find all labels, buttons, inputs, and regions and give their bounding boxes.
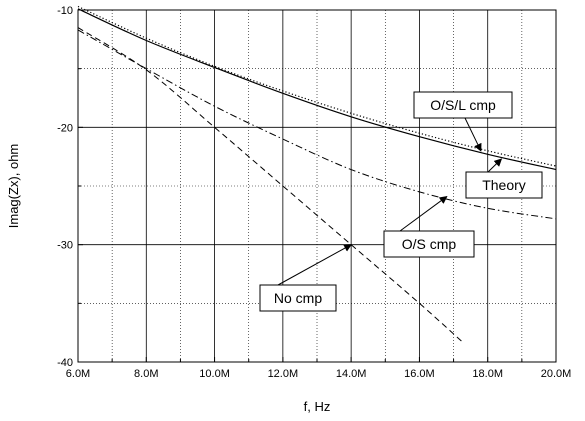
y-tick-label: -20 xyxy=(57,122,73,134)
annotation-box xyxy=(413,91,513,119)
annotation-o-s-cmp: O/S cmp xyxy=(383,195,475,258)
y-tick-label: -10 xyxy=(57,5,73,17)
x-tick-label: 14.0M xyxy=(336,368,367,380)
y-tick-label: -30 xyxy=(57,240,73,252)
annotation-arrow xyxy=(399,195,448,232)
x-tick-label: 10.0M xyxy=(199,368,230,380)
annotation-box xyxy=(465,171,543,199)
axis-ticks: 6.0M 8.0M 10.0M 12.0M 14.0M 16.0M 18.0M 20.0M -4… xyxy=(57,5,571,380)
y-axis-title: Imag(Zx), ohm xyxy=(6,144,21,229)
series-line-o-s-l-cmp xyxy=(77,8,557,171)
annotation-label: O/S/L cmp xyxy=(430,97,496,113)
annotation-arrow xyxy=(464,117,482,152)
x-tick-label: 20.0M xyxy=(541,368,572,380)
annotation-no-cmp: No cmp xyxy=(259,244,353,312)
annotation-box xyxy=(259,284,337,312)
annotation-arrow xyxy=(487,158,503,173)
annotation-label: O/S cmp xyxy=(402,236,457,252)
annotation-o-s-l-cmp: O/S/L cmp xyxy=(413,91,513,152)
annotation-arrow xyxy=(277,244,353,286)
annotation-theory: Theory xyxy=(465,158,543,199)
annotations: O/S/L cmp Theory O/S cmp No cmp xyxy=(259,91,543,312)
x-tick-label: 12.0M xyxy=(268,368,299,380)
y-tick-label: -40 xyxy=(57,357,73,369)
x-axis-title: f, Hz xyxy=(304,399,331,414)
annotation-box xyxy=(383,230,475,258)
x-tick-label: 18.0M xyxy=(472,368,503,380)
x-tick-label: 6.0M xyxy=(66,368,90,380)
annotation-label: Theory xyxy=(482,177,526,193)
series-line-no-cmp xyxy=(77,27,465,344)
x-tick-label: 16.0M xyxy=(404,368,435,380)
x-tick-label: 8.0M xyxy=(134,368,158,380)
annotation-label: No cmp xyxy=(274,290,322,306)
